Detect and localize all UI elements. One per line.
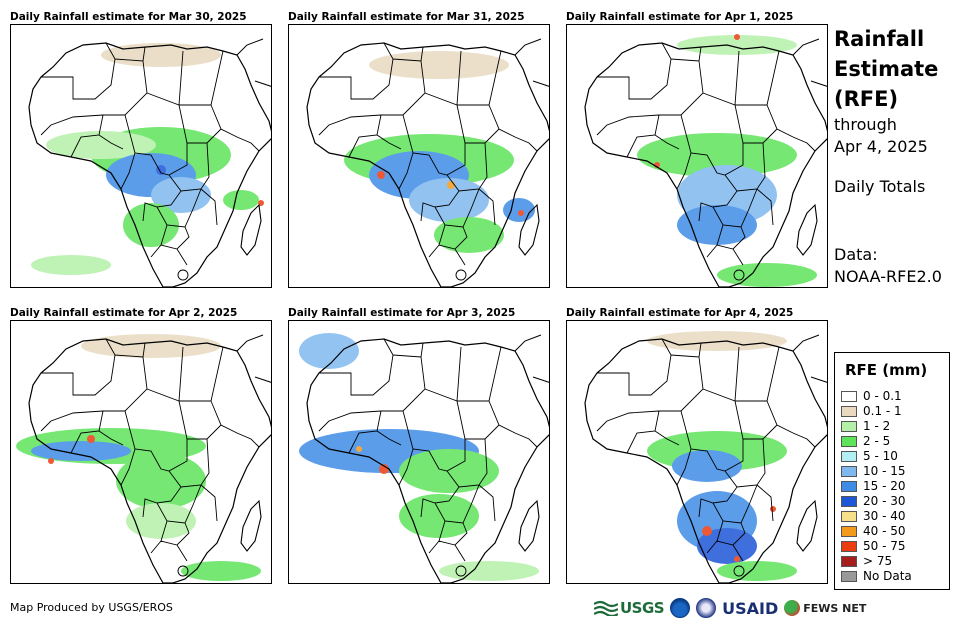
legend-swatch [841, 466, 857, 477]
data-label: Data: [834, 245, 878, 264]
legend-swatch [841, 481, 857, 492]
map-credit: Map Produced by USGS/EROS [10, 601, 173, 614]
legend-title: RFE (mm) [845, 361, 928, 379]
title-line-2: Estimate [834, 57, 939, 81]
rainfall-map [566, 320, 828, 584]
legend-label: 0 - 0.1 [863, 389, 902, 403]
legend-item: 15 - 20 [841, 479, 906, 494]
legend-item: 1 - 2 [841, 419, 890, 434]
legend-swatch [841, 541, 857, 552]
legend-label: 40 - 50 [863, 524, 906, 538]
legend-item: 5 - 10 [841, 449, 898, 464]
legend-label: 15 - 20 [863, 479, 906, 493]
panel-title: Daily Rainfall estimate for Apr 2, 2025 [10, 307, 238, 319]
rainfall-map [566, 24, 828, 288]
legend-item: 50 - 75 [841, 539, 906, 554]
map-panel-apr-4: Daily Rainfall estimate for Apr 4, 2025 [566, 306, 828, 584]
legend-label: No Data [863, 569, 912, 583]
legend-item: 30 - 40 [841, 509, 906, 524]
map-panel-apr-1: Daily Rainfall estimate for Apr 1, 2025 [566, 10, 828, 288]
legend-swatch [841, 526, 857, 537]
fews-net-logo: FEWS NET [784, 600, 866, 616]
through-label: through [834, 115, 897, 134]
legend-label: 50 - 75 [863, 539, 906, 553]
rainfall-map [288, 24, 550, 288]
legend-item: 40 - 50 [841, 524, 906, 539]
map-title-block: Rainfall Estimate (RFE) through Apr 4, 2… [834, 24, 964, 158]
legend-item: 10 - 15 [841, 464, 906, 479]
legend-label: > 75 [863, 554, 893, 568]
legend-swatch [841, 496, 857, 507]
title-line-3: (RFE) [834, 87, 899, 111]
legend-swatch [841, 451, 857, 462]
legend-item: 0.1 - 1 [841, 404, 902, 419]
map-panel-apr-3: Daily Rainfall estimate for Apr 3, 2025 [288, 306, 550, 584]
noaa-logo-icon [670, 598, 691, 618]
map-panel-mar-30: Daily Rainfall estimate for Mar 30, 2025 [10, 10, 272, 288]
data-source: NOAA-RFE2.0 [834, 267, 942, 286]
legend-label: 20 - 30 [863, 494, 906, 508]
legend-item: No Data [841, 569, 912, 584]
legend-swatch [841, 511, 857, 522]
panel-title: Daily Rainfall estimate for Apr 1, 2025 [566, 11, 794, 23]
legend-label: 30 - 40 [863, 509, 906, 523]
legend-swatch [841, 571, 857, 582]
panel-title: Daily Rainfall estimate for Apr 3, 2025 [288, 307, 516, 319]
legend-swatch [841, 556, 857, 567]
usgs-logo: USGS [594, 599, 665, 617]
usaid-logo: USAID [722, 598, 779, 618]
title-line-1: Rainfall [834, 27, 925, 51]
legend-swatch [841, 391, 857, 402]
legend-label: 5 - 10 [863, 449, 898, 463]
rainfall-map [288, 320, 550, 584]
legend-swatch [841, 406, 857, 417]
legend-item: 20 - 30 [841, 494, 906, 509]
legend-label: 10 - 15 [863, 464, 906, 478]
legend-label: 0.1 - 1 [863, 404, 902, 418]
panel-title: Daily Rainfall estimate for Mar 31, 2025 [288, 11, 525, 23]
usgs-wave-icon [594, 600, 618, 616]
partner-logos: USGS USAID FEWS NET [594, 597, 866, 619]
legend-label: 2 - 5 [863, 434, 891, 448]
legend-item: > 75 [841, 554, 892, 569]
panel-title: Daily Rainfall estimate for Mar 30, 2025 [10, 11, 247, 23]
fews-globe-icon [784, 600, 801, 616]
map-panel-apr-2: Daily Rainfall estimate for Apr 2, 2025 [10, 306, 272, 584]
through-date: Apr 4, 2025 [834, 137, 928, 156]
legend-swatch [841, 421, 857, 432]
rainfall-map [10, 320, 272, 584]
rainfall-map [10, 24, 272, 288]
legend-label: 1 - 2 [863, 419, 891, 433]
daily-totals-label: Daily Totals [834, 177, 926, 196]
commerce-seal-icon [696, 598, 717, 618]
map-panel-mar-31: Daily Rainfall estimate for Mar 31, 2025 [288, 10, 550, 288]
legend-item: 2 - 5 [841, 434, 890, 449]
panel-title: Daily Rainfall estimate for Apr 4, 2025 [566, 307, 794, 319]
legend-swatch [841, 436, 857, 447]
legend-item: 0 - 0.1 [841, 389, 902, 404]
